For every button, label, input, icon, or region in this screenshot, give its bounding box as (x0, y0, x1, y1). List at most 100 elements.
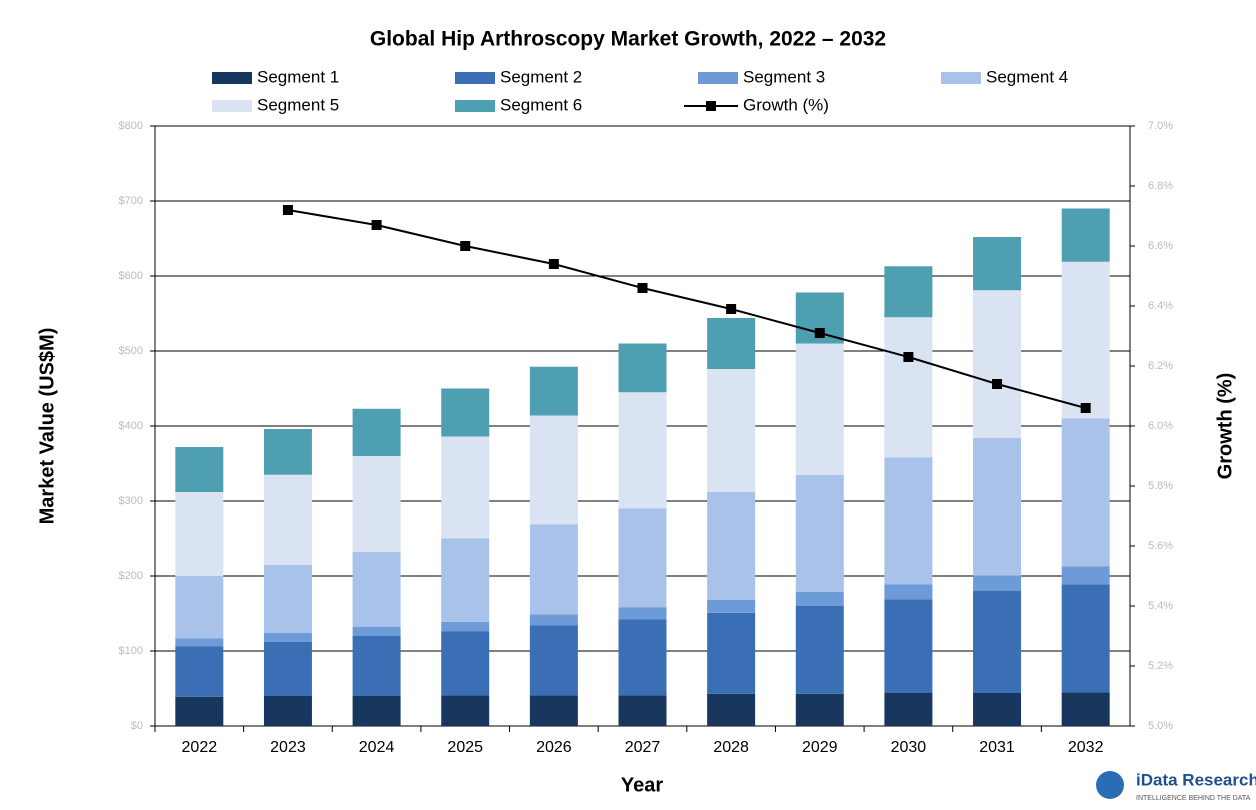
bar-segment (1061, 692, 1110, 726)
y-tick-label: $300 (119, 495, 143, 507)
legend-label: Segment 4 (986, 67, 1068, 86)
bar-segment (618, 508, 667, 608)
bar-segment (973, 575, 1022, 591)
growth-marker (992, 379, 1003, 389)
bar-segment (884, 693, 933, 726)
bar-segment (884, 457, 933, 585)
bar-segment (884, 266, 933, 318)
bar-segment (263, 696, 312, 726)
growth-line (287, 209, 1086, 409)
bar-segment (884, 584, 933, 600)
bar-segment (263, 642, 312, 696)
bar-segment (973, 438, 1022, 576)
legend-label: Segment 3 (743, 67, 825, 86)
bar-segment (1061, 208, 1110, 262)
bar-segment (529, 695, 578, 726)
growth-marker (371, 220, 382, 230)
y2-tick-label: 6.2% (1148, 360, 1173, 372)
bar-segment (795, 693, 844, 726)
legend-swatch (455, 72, 495, 84)
y2-tick-label: 6.6% (1148, 240, 1173, 252)
growth-marker (460, 241, 471, 251)
bar-segment (1061, 566, 1110, 585)
bar-segment (352, 627, 401, 636)
x-axis-title: Year (621, 774, 663, 796)
x-tick-label: 2030 (891, 739, 927, 756)
legend-marker (706, 101, 716, 111)
x-tick-label: 2031 (979, 739, 1015, 756)
bar-segment (529, 366, 578, 416)
bar-segment (441, 621, 490, 632)
y-tick-label: $700 (119, 195, 143, 207)
x-tick-label: 2023 (270, 739, 306, 756)
bar-segment (707, 693, 756, 726)
bar-segment (175, 492, 224, 576)
bar-segment (707, 600, 756, 613)
y-tick-label: $500 (119, 345, 143, 357)
legend-swatch (941, 72, 981, 84)
bar-segment (884, 599, 933, 693)
bar-segment (973, 693, 1022, 726)
x-tick-label: 2029 (802, 739, 838, 756)
y2-tick-label: 6.0% (1148, 420, 1173, 432)
bar-segment (618, 619, 667, 696)
bar-segment (529, 524, 578, 615)
bar-segment (441, 695, 490, 726)
bar-segment (707, 492, 756, 600)
growth-marker (282, 205, 293, 215)
y-tick-label: $0 (131, 720, 143, 732)
bar-segment (529, 614, 578, 626)
legend-label: Segment 2 (500, 67, 582, 86)
logo-tagline: INTELLIGENCE BEHIND THE DATA (1136, 795, 1251, 802)
bar-segment (795, 474, 844, 592)
x-tick-label: 2032 (1068, 739, 1104, 756)
bar-segment (263, 474, 312, 565)
chart-title: Global Hip Arthroscopy Market Growth, 20… (370, 28, 886, 51)
legend-swatch (455, 100, 495, 112)
bar-segment (795, 343, 844, 475)
x-tick-label: 2022 (182, 739, 218, 756)
bar-segment (441, 538, 490, 622)
bar-segment (263, 564, 312, 633)
bar-segment (175, 696, 224, 726)
bar-segment (618, 343, 667, 393)
x-tick-label: 2025 (447, 739, 483, 756)
growth-marker (903, 352, 914, 362)
legend-label: Segment 5 (257, 95, 339, 114)
y2-tick-label: 5.6% (1148, 540, 1173, 552)
y2-tick-label: 6.8% (1148, 180, 1173, 192)
bar-segment (263, 429, 312, 475)
bar-segment (175, 638, 224, 647)
legend-swatch (212, 72, 252, 84)
growth-marker (548, 259, 559, 269)
bar-segment (973, 591, 1022, 693)
bar-segment (175, 646, 224, 697)
x-tick-label: 2027 (625, 739, 661, 756)
growth-marker (1080, 403, 1091, 413)
y2-tick-label: 6.4% (1148, 300, 1173, 312)
y2-axis-title: Growth (%) (1214, 373, 1236, 480)
y-tick-label: $800 (119, 120, 143, 132)
bar-segment (352, 696, 401, 726)
bar-segment (352, 408, 401, 456)
bar-segment (441, 436, 490, 539)
bar-segment (618, 695, 667, 726)
bar-segment (529, 415, 578, 525)
bar-segment (352, 456, 401, 552)
bar-segment (1061, 261, 1110, 419)
x-tick-label: 2028 (713, 739, 749, 756)
bar-segment (352, 552, 401, 627)
legend-label: Growth (%) (743, 95, 829, 114)
bar-segment (707, 612, 756, 694)
bar-segment (529, 625, 578, 696)
bar-segment (884, 317, 933, 458)
growth-marker (814, 328, 825, 338)
bar-segment (175, 576, 224, 639)
logo-icon (1096, 771, 1124, 799)
bar-segment (618, 607, 667, 620)
y-tick-label: $100 (119, 645, 143, 657)
y-axis-title: Market Value (US$M) (36, 328, 58, 525)
y2-tick-label: 5.4% (1148, 600, 1173, 612)
